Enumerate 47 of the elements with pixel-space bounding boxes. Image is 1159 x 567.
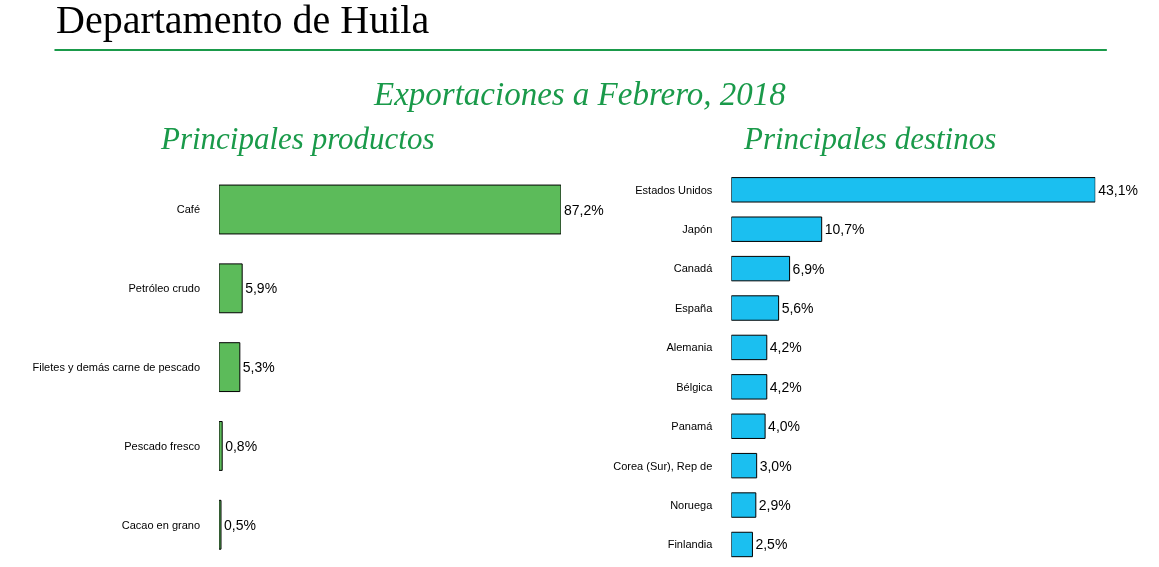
y-tick-label: Café <box>176 203 201 216</box>
y-tick-label: Bélgica <box>676 380 714 393</box>
y-tick-label: Filetes y demás carne de pescado <box>32 360 201 373</box>
y-tick-label: Cacao en grano <box>121 518 201 531</box>
bar <box>731 413 766 439</box>
chart-title: Principales productos <box>160 121 435 156</box>
data-label: 5,9% <box>245 280 278 297</box>
data-label: 0,5% <box>224 516 256 533</box>
data-label: 10,7% <box>824 221 865 238</box>
bar <box>731 255 791 282</box>
y-tick-label: Canadá <box>673 262 714 275</box>
y-tick-label: Finlandia <box>667 538 714 551</box>
y-tick-label: Alemania <box>666 341 714 354</box>
data-label: 4,2% <box>769 378 802 395</box>
data-label: 5,6% <box>781 300 814 317</box>
data-label: 6,9% <box>792 260 825 277</box>
y-tick-label: Noruega <box>670 498 714 511</box>
bar <box>731 374 768 400</box>
y-tick-label: Pescado fresco <box>124 439 201 452</box>
text: Departamento de Huila <box>56 0 430 42</box>
chart-title: Principales destinos <box>743 121 997 156</box>
bar <box>731 295 780 321</box>
bar <box>219 342 241 393</box>
bar <box>219 263 243 314</box>
y-tick-label: Japón <box>682 223 713 236</box>
data-label: 87,2% <box>563 201 604 218</box>
data-label: 4,2% <box>769 339 802 356</box>
data-label: 43,1% <box>1098 181 1138 198</box>
data-label: 4,0% <box>768 418 801 435</box>
data-label: 0,8% <box>225 437 258 454</box>
y-tick-label: Corea (Sur), Rep de <box>613 459 713 472</box>
bar <box>731 216 823 242</box>
bar <box>731 334 768 361</box>
bar <box>219 184 561 235</box>
bar <box>731 492 757 518</box>
data-label: 2,9% <box>758 497 791 514</box>
bar <box>731 531 753 558</box>
data-label: 2,5% <box>755 536 788 553</box>
data-label: 5,3% <box>242 359 275 376</box>
y-tick-label: Petróleo crudo <box>128 282 201 295</box>
data-label: 3,0% <box>759 457 792 474</box>
bar <box>731 452 758 479</box>
y-tick-label: España <box>675 301 714 314</box>
y-tick-label: Panamá <box>671 420 714 433</box>
text: Exportaciones a Febrero, 2018 <box>373 76 787 112</box>
bar <box>731 177 1096 203</box>
y-tick-label: Estados Unidos <box>635 183 713 196</box>
